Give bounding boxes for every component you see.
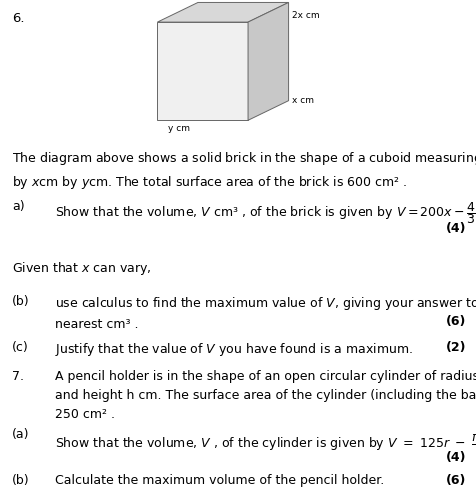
Text: (c): (c) (12, 341, 29, 354)
Text: 2x cm: 2x cm (292, 11, 319, 20)
Text: (b): (b) (12, 474, 30, 487)
Text: 7.: 7. (12, 370, 24, 383)
Text: (b): (b) (12, 295, 30, 307)
Text: (6): (6) (445, 474, 466, 487)
Text: (4): (4) (445, 451, 466, 464)
Text: A pencil holder is in the shape of an open circular cylinder of radius r cm
and : A pencil holder is in the shape of an op… (55, 370, 476, 421)
Polygon shape (157, 2, 288, 22)
Text: (6): (6) (445, 315, 466, 328)
Text: (2): (2) (445, 341, 466, 354)
Text: Given that $x$ can vary,: Given that $x$ can vary, (12, 260, 151, 277)
Text: 6.: 6. (12, 12, 24, 25)
Text: use calculus to find the maximum value of $V$, giving your answer to the
nearest: use calculus to find the maximum value o… (55, 295, 476, 330)
Text: (a): (a) (12, 428, 30, 441)
Text: The diagram above shows a solid brick in the shape of a cuboid measuring 2$x$ cm: The diagram above shows a solid brick in… (12, 150, 476, 191)
Polygon shape (248, 2, 288, 120)
Text: Calculate the maximum volume of the pencil holder.: Calculate the maximum volume of the penc… (55, 474, 383, 487)
Text: y cm: y cm (168, 124, 189, 133)
Text: Show that the volume, $V$ , of the cylinder is given by $V \ = \ 125r \ - \ \dfr: Show that the volume, $V$ , of the cylin… (55, 428, 476, 458)
Text: Show that the volume, $V$ cm³ , of the brick is given by $V = 200x - \dfrac{4}{3: Show that the volume, $V$ cm³ , of the b… (55, 200, 476, 226)
Text: (4): (4) (445, 222, 466, 235)
Text: a): a) (12, 200, 24, 213)
Polygon shape (157, 22, 248, 120)
Text: x cm: x cm (292, 96, 314, 105)
Text: Justify that the value of $V$ you have found is a maximum.: Justify that the value of $V$ you have f… (55, 341, 412, 358)
